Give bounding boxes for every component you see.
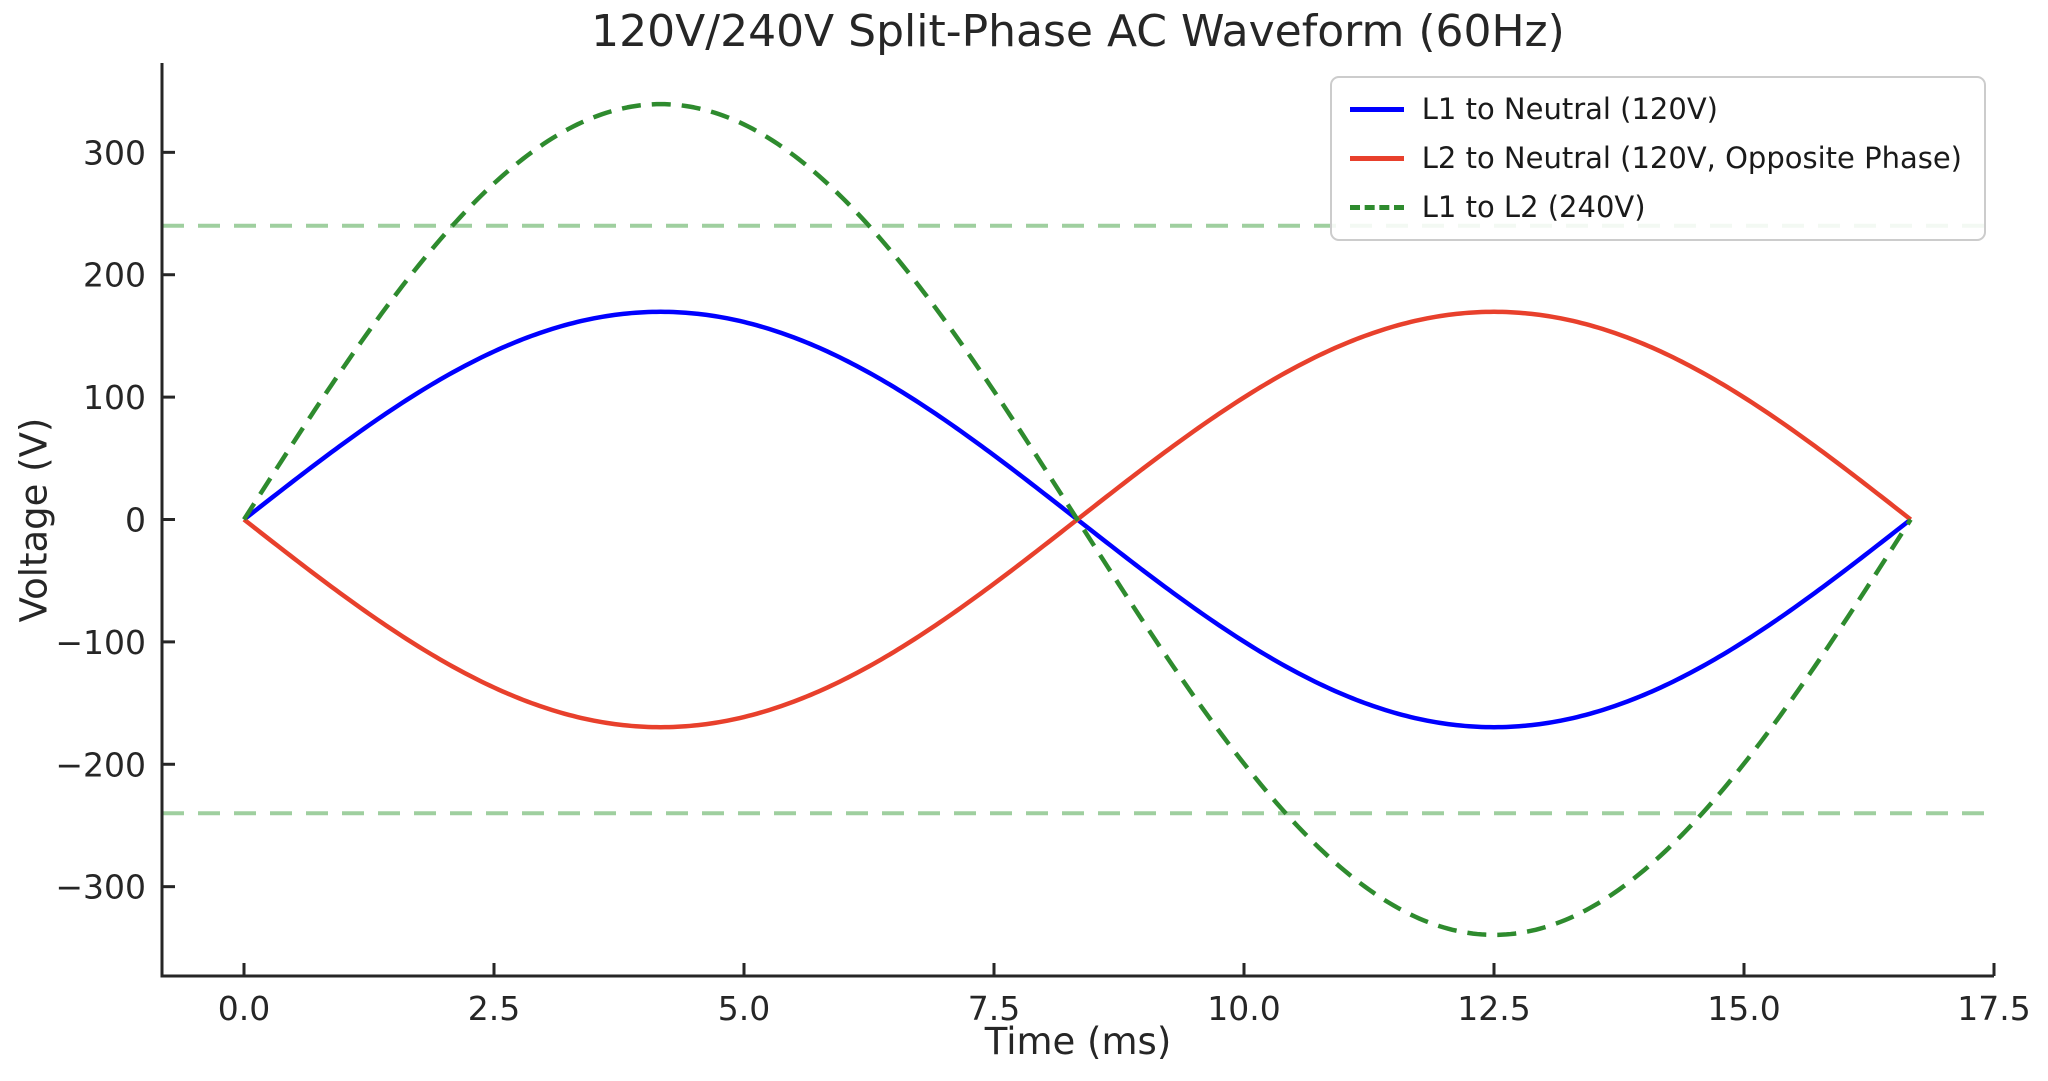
x-tick-label: 15.0 <box>1707 989 1780 1028</box>
chart-title: 120V/240V Split-Phase AC Waveform (60Hz) <box>591 6 1565 57</box>
y-tick-label: 0 <box>125 501 146 540</box>
y-tick-label: 200 <box>83 256 146 295</box>
x-tick-label: 2.5 <box>468 989 520 1028</box>
y-tick-label: 100 <box>83 378 146 417</box>
y-tick-label: −200 <box>55 745 146 784</box>
x-tick-label: 0.0 <box>218 989 270 1028</box>
legend-label-l1-l2: L1 to L2 (240V) <box>1421 190 1646 225</box>
y-axis-label: Voltage (V) <box>12 417 56 623</box>
y-tick-label: −300 <box>55 868 146 907</box>
legend-line-swatch-l2-neutral <box>1349 156 1404 162</box>
y-tick-label: 300 <box>83 133 146 172</box>
legend: L1 to Neutral (120V) L2 to Neutral (120V… <box>1329 76 1986 242</box>
series-line-2 <box>242 101 1913 938</box>
x-axis-label: Time (ms) <box>984 1020 1172 1063</box>
x-tick-label: 7.5 <box>968 989 1020 1028</box>
legend-line-swatch-l1-neutral <box>1349 107 1404 113</box>
legend-item-l1-l2: L1 to L2 (240V) <box>1349 188 1962 227</box>
x-tick-label: 12.5 <box>1457 989 1530 1028</box>
legend-label-l1-neutral: L1 to Neutral (120V) <box>1421 92 1718 126</box>
x-tick-label: 10.0 <box>1207 989 1280 1028</box>
legend-label-l2-neutral: L2 to Neutral (120V, Opposite Phase) <box>1421 141 1962 176</box>
y-tick-label: −100 <box>55 623 146 662</box>
legend-item-l1-neutral: L1 to Neutral (120V) <box>1349 90 1962 129</box>
legend-line-swatch-l1-l2 <box>1349 205 1404 211</box>
x-tick-label: 17.5 <box>1957 989 2030 1028</box>
x-tick-label: 5.0 <box>718 989 770 1028</box>
legend-item-l2-neutral: L2 to Neutral (120V, Opposite Phase) <box>1349 139 1962 178</box>
